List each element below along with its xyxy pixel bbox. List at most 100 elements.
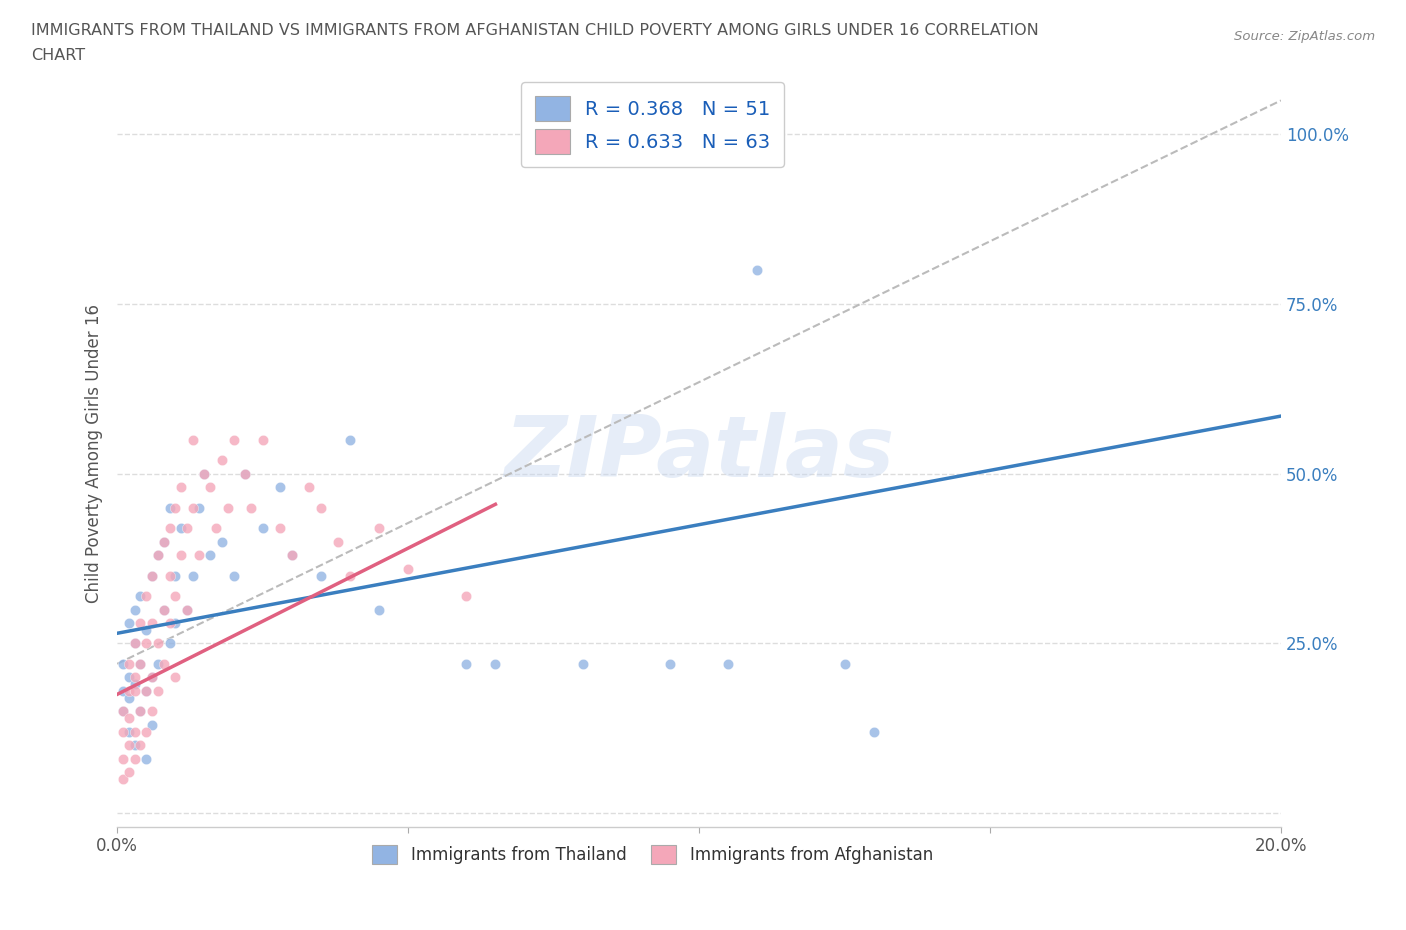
Point	[111, 772, 134, 787]
Point	[281, 548, 304, 563]
Point	[124, 636, 146, 651]
Point	[176, 602, 198, 617]
Point	[233, 466, 256, 481]
Text: Source: ZipAtlas.com: Source: ZipAtlas.com	[1234, 30, 1375, 43]
Point	[146, 548, 169, 563]
Point	[309, 500, 332, 515]
Point	[165, 568, 187, 583]
Point	[233, 466, 256, 481]
Point	[217, 500, 239, 515]
Point	[269, 480, 291, 495]
Point	[129, 589, 152, 604]
Point	[118, 616, 141, 631]
Point	[146, 548, 169, 563]
Point	[252, 432, 274, 447]
Point	[118, 690, 141, 705]
Point	[118, 684, 141, 698]
Point	[124, 670, 146, 684]
Point	[309, 568, 332, 583]
Point	[862, 724, 884, 739]
Legend: Immigrants from Thailand, Immigrants from Afghanistan: Immigrants from Thailand, Immigrants fro…	[366, 838, 939, 870]
Point	[129, 737, 152, 752]
Point	[747, 262, 769, 277]
Point	[118, 711, 141, 725]
Point	[165, 670, 187, 684]
Point	[176, 602, 198, 617]
Point	[181, 432, 204, 447]
Point	[339, 432, 361, 447]
Point	[834, 657, 856, 671]
Y-axis label: Child Poverty Among Girls Under 16: Child Poverty Among Girls Under 16	[86, 304, 103, 603]
Point	[170, 480, 193, 495]
Point	[152, 602, 174, 617]
Point	[328, 534, 350, 549]
Point	[111, 704, 134, 719]
Point	[165, 589, 187, 604]
Point	[200, 480, 222, 495]
Point	[141, 670, 163, 684]
Point	[659, 657, 682, 671]
Point	[141, 616, 163, 631]
Point	[159, 521, 181, 536]
Point	[111, 724, 134, 739]
Point	[717, 657, 740, 671]
Point	[111, 704, 134, 719]
Point	[118, 670, 141, 684]
Point	[571, 657, 593, 671]
Point	[129, 657, 152, 671]
Point	[205, 521, 228, 536]
Point	[187, 500, 209, 515]
Point	[222, 432, 245, 447]
Point	[396, 562, 419, 577]
Point	[170, 548, 193, 563]
Point	[193, 466, 215, 481]
Point	[135, 589, 157, 604]
Point	[368, 602, 391, 617]
Point	[135, 622, 157, 637]
Point	[129, 704, 152, 719]
Point	[141, 568, 163, 583]
Point	[368, 521, 391, 536]
Point	[298, 480, 321, 495]
Point	[152, 534, 174, 549]
Point	[484, 657, 506, 671]
Point	[159, 568, 181, 583]
Point	[135, 724, 157, 739]
Point	[135, 684, 157, 698]
Point	[170, 521, 193, 536]
Point	[111, 657, 134, 671]
Point	[159, 616, 181, 631]
Point	[222, 568, 245, 583]
Point	[135, 636, 157, 651]
Point	[124, 737, 146, 752]
Point	[124, 602, 146, 617]
Point	[176, 521, 198, 536]
Text: ZIPatlas: ZIPatlas	[503, 412, 894, 495]
Text: CHART: CHART	[31, 48, 84, 63]
Point	[181, 500, 204, 515]
Text: IMMIGRANTS FROM THAILAND VS IMMIGRANTS FROM AFGHANISTAN CHILD POVERTY AMONG GIRL: IMMIGRANTS FROM THAILAND VS IMMIGRANTS F…	[31, 23, 1039, 38]
Point	[124, 636, 146, 651]
Point	[211, 534, 233, 549]
Point	[165, 616, 187, 631]
Point	[146, 684, 169, 698]
Point	[159, 636, 181, 651]
Point	[141, 717, 163, 732]
Point	[187, 548, 209, 563]
Point	[124, 684, 146, 698]
Point	[240, 500, 263, 515]
Point	[456, 657, 478, 671]
Point	[141, 704, 163, 719]
Point	[141, 568, 163, 583]
Point	[129, 657, 152, 671]
Point	[124, 724, 146, 739]
Point	[111, 684, 134, 698]
Point	[129, 704, 152, 719]
Point	[165, 500, 187, 515]
Point	[135, 751, 157, 766]
Point	[135, 684, 157, 698]
Point	[281, 548, 304, 563]
Point	[152, 534, 174, 549]
Point	[339, 568, 361, 583]
Point	[111, 751, 134, 766]
